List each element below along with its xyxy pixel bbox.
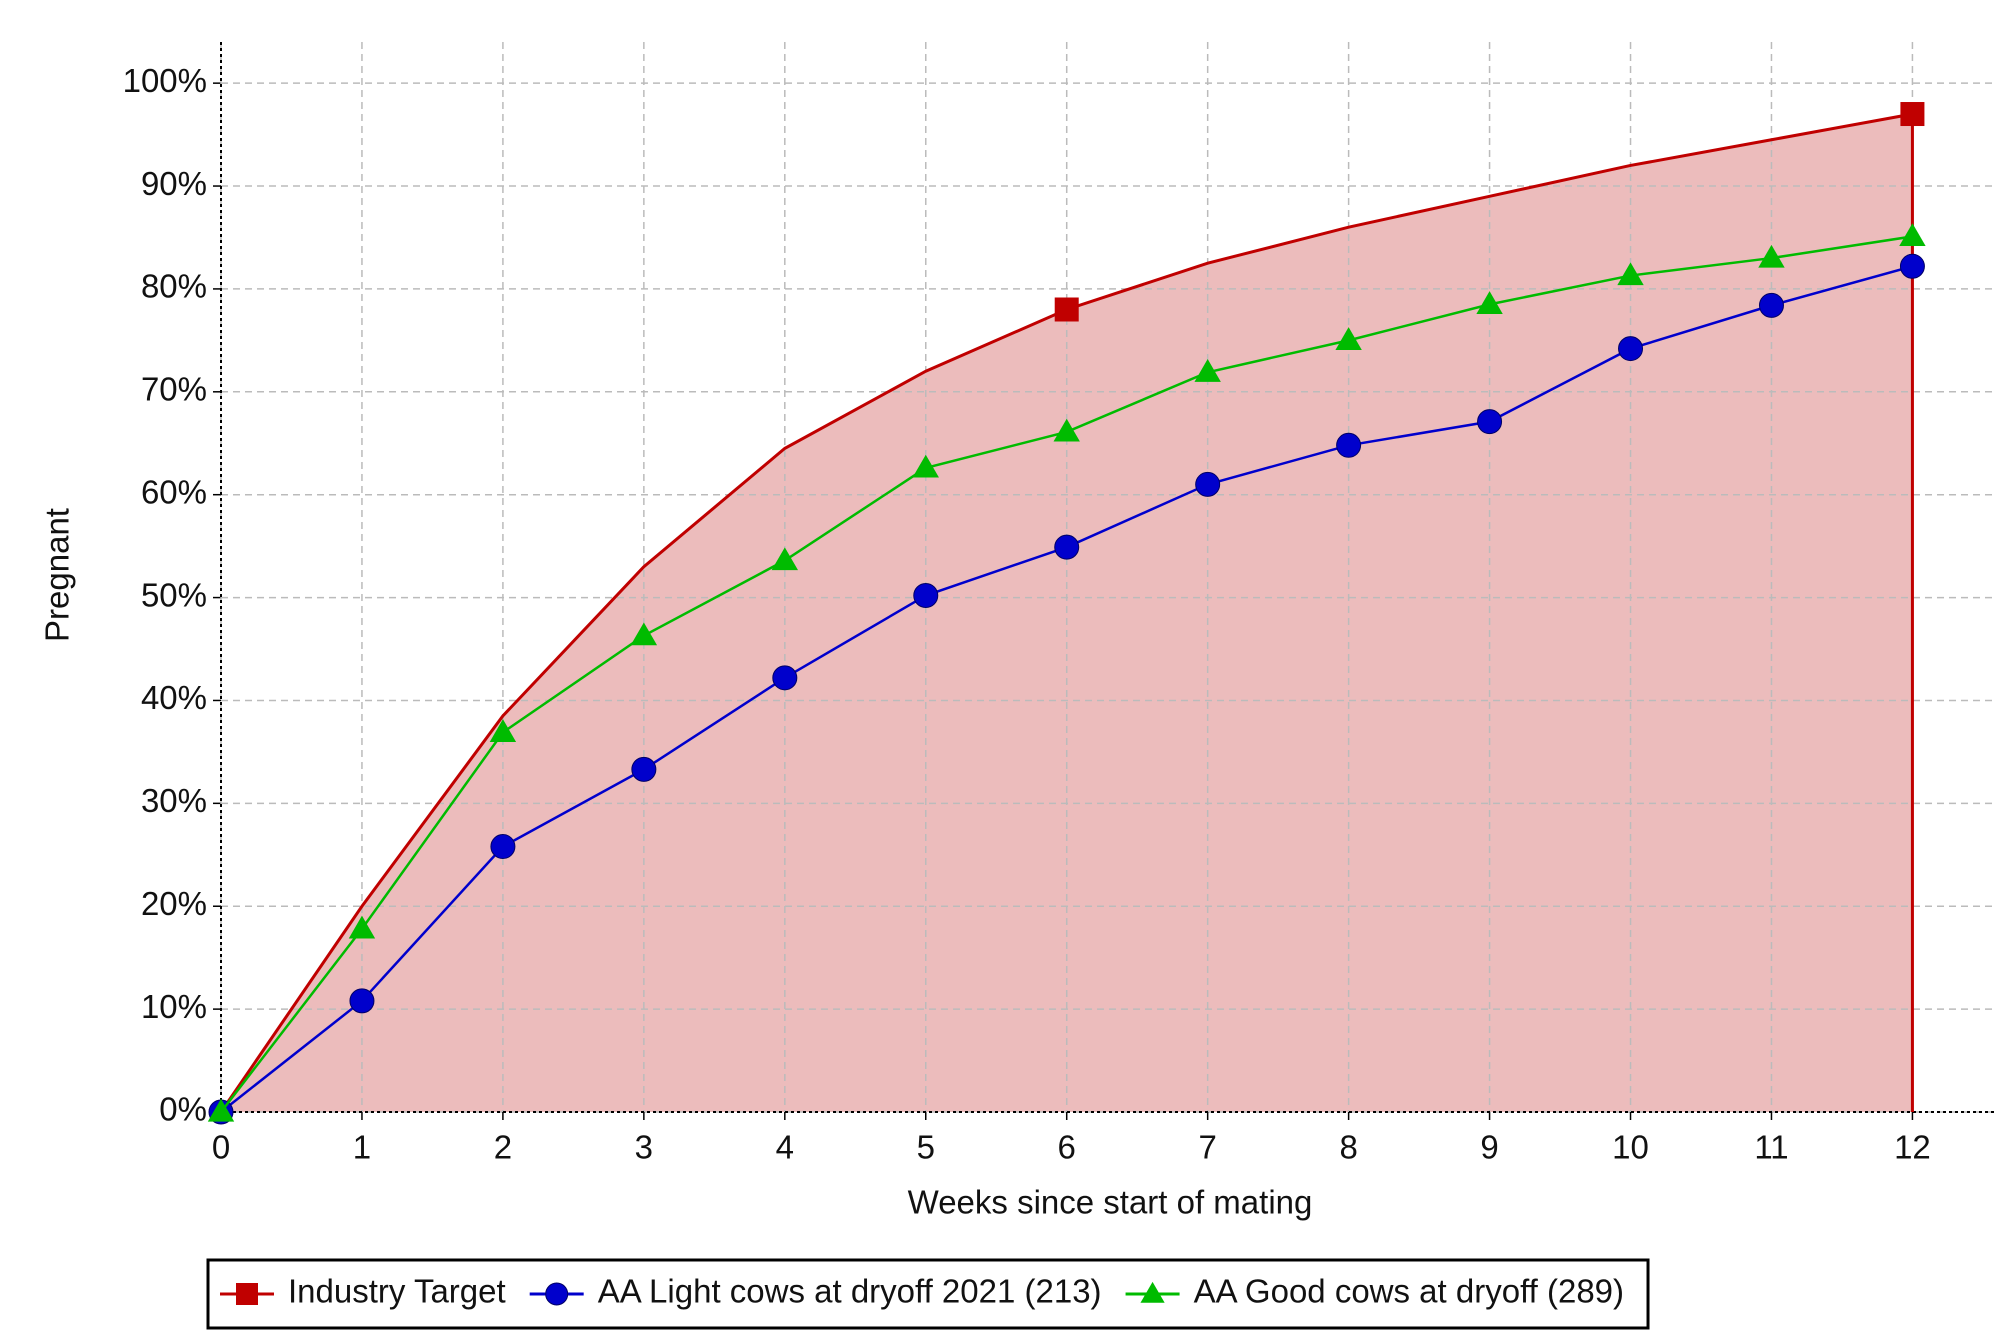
legend: Industry Target AA Light cows at dryoff 2… (206, 1258, 1650, 1330)
marker (1194, 359, 1221, 382)
marker (630, 622, 658, 646)
y-tick-label: 40% (141, 679, 207, 716)
x-tick-label: 7 (1198, 1129, 1216, 1166)
y-tick-label: 70% (141, 371, 207, 408)
marker (1054, 534, 1080, 560)
y-axis-label: Pregnant (39, 508, 76, 642)
x-tick-label: 2 (494, 1129, 512, 1166)
marker (236, 1283, 258, 1305)
x-tick-label: 8 (1339, 1129, 1357, 1166)
marker (912, 454, 939, 478)
marker (1476, 291, 1503, 314)
x-tick-label: 11 (1754, 1129, 1788, 1166)
x-tick-label: 10 (1612, 1129, 1649, 1166)
marker (1899, 223, 1926, 247)
legend-box (206, 1258, 1650, 1330)
marker (1336, 432, 1362, 458)
x-tick-label: 9 (1480, 1129, 1498, 1166)
x-tick-label: 6 (1058, 1129, 1076, 1166)
x-tick-label: 0 (212, 1129, 230, 1166)
marker (1900, 102, 1925, 127)
marker (1477, 409, 1503, 435)
marker (1618, 336, 1644, 362)
marker (771, 547, 799, 571)
marker (1140, 1281, 1165, 1303)
marker (1758, 292, 1784, 318)
y-tick-label: 50% (141, 576, 207, 613)
x-tick-label: 3 (635, 1129, 653, 1166)
marker (1053, 418, 1080, 442)
legend-label: AA Light cows at dryoff 2021 (213) (598, 1273, 1102, 1310)
y-tick-label: 60% (141, 473, 207, 510)
legend-label: AA Good cows at dryoff (289) (1194, 1273, 1624, 1310)
marker (1335, 327, 1362, 350)
y-tick-label: 20% (141, 885, 207, 922)
y-tick-label: 30% (141, 782, 207, 819)
x-tick-label: 12 (1894, 1129, 1931, 1166)
y-tick-label: 90% (141, 165, 207, 202)
marker (348, 915, 376, 939)
y-tick-label: 100% (123, 62, 207, 99)
x-axis-label: Weeks since start of mating (908, 1184, 1313, 1221)
marker (349, 988, 375, 1014)
x-tick-label: 1 (353, 1129, 371, 1166)
marker (1054, 297, 1079, 322)
y-tick-label: 0% (159, 1091, 207, 1128)
marker (631, 756, 657, 782)
marker (489, 719, 517, 742)
x-tick-label: 5 (917, 1129, 935, 1166)
marker (772, 665, 798, 691)
marker (490, 834, 516, 860)
marker (1195, 471, 1221, 497)
y-tick-label: 10% (141, 988, 207, 1025)
x-tick-label: 4 (776, 1129, 794, 1166)
y-tick-label: 80% (141, 268, 207, 305)
marker (545, 1282, 569, 1306)
marker (1899, 253, 1925, 279)
marker (913, 583, 939, 609)
legend-label: Industry Target (288, 1273, 506, 1310)
marker (207, 1098, 235, 1122)
marker (1758, 244, 1785, 268)
marker (1617, 262, 1644, 286)
